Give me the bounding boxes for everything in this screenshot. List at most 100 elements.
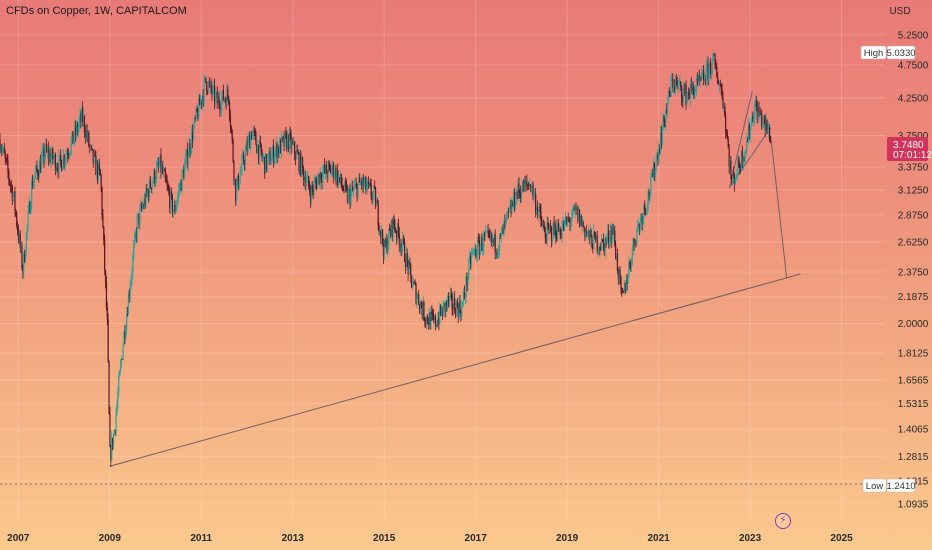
candle-body — [571, 207, 574, 218]
candle-body — [509, 204, 511, 208]
candle-body — [110, 446, 112, 460]
candle-body — [554, 225, 556, 234]
candle-body — [615, 245, 617, 259]
candle-body — [699, 78, 701, 81]
candle-body — [380, 230, 382, 238]
candle-body — [563, 222, 565, 230]
candle-body — [72, 131, 74, 144]
candle-body — [221, 97, 223, 110]
candle-body — [660, 132, 663, 144]
y-tick-label: 2.0000 — [898, 319, 929, 330]
candle-body — [126, 314, 128, 330]
candle-body — [459, 301, 461, 312]
candle-body — [33, 178, 35, 183]
candle-body — [597, 250, 599, 252]
candle-body — [226, 89, 228, 107]
candle-body — [761, 122, 764, 126]
candle-body — [272, 145, 275, 164]
candle-body — [614, 230, 616, 246]
candle-body — [672, 78, 674, 88]
candle-body — [421, 307, 423, 316]
candle-body — [264, 156, 266, 174]
candle-body — [605, 238, 607, 242]
candle-body — [368, 183, 371, 185]
candle-body — [288, 132, 290, 150]
candle-body — [628, 263, 630, 277]
candle-body — [381, 230, 383, 238]
candle-body — [55, 168, 57, 172]
candle-body — [388, 228, 390, 245]
candle-body — [453, 297, 455, 309]
candle-body — [317, 173, 319, 179]
candle-body — [666, 110, 668, 113]
candle-body — [347, 191, 349, 203]
candle-body — [182, 170, 184, 172]
candle-body — [265, 154, 267, 174]
candle-body — [579, 210, 581, 227]
candle-body — [400, 244, 402, 251]
candle-body — [482, 247, 484, 251]
candle-body — [365, 177, 367, 191]
candle-body — [677, 83, 679, 86]
candle-body — [474, 248, 476, 250]
candle-body — [24, 252, 26, 262]
candle-body — [177, 189, 180, 196]
candle-body — [391, 220, 393, 237]
candle-body — [3, 147, 5, 154]
candle-body — [532, 183, 534, 197]
candle-body — [577, 207, 579, 221]
candle-body — [240, 170, 242, 174]
candle-body — [445, 301, 447, 312]
candle-body — [70, 140, 72, 152]
candle-body — [409, 261, 411, 266]
candle-body — [82, 107, 84, 122]
lightning-bolt-icon[interactable]: ⚡ — [775, 513, 791, 529]
candle-body — [637, 224, 639, 230]
candle-body — [432, 313, 434, 316]
candle-body — [674, 85, 676, 90]
candle-body — [414, 282, 416, 285]
candle-body — [747, 124, 750, 142]
candle-body — [95, 155, 97, 175]
candle-body — [243, 162, 246, 165]
candle-body — [81, 107, 83, 122]
candle-body — [192, 131, 194, 141]
candle-body — [46, 143, 48, 151]
candle-body — [681, 86, 683, 99]
candle-body — [767, 130, 769, 132]
candle-body — [265, 154, 268, 170]
candle-body — [196, 108, 198, 112]
candle-body — [528, 184, 531, 187]
candle-body — [495, 252, 497, 254]
candle-body — [499, 234, 502, 236]
candle-body — [411, 286, 414, 288]
candle-body — [316, 181, 318, 189]
candle-body — [359, 177, 361, 183]
candle-body — [443, 302, 445, 304]
candle-body — [352, 189, 355, 191]
candle-body — [23, 252, 25, 273]
candle-body — [399, 244, 401, 247]
candle-body — [285, 133, 287, 135]
candle-body — [140, 205, 142, 209]
candle-body — [170, 191, 172, 209]
candle-body — [452, 308, 454, 309]
candle-body — [574, 207, 576, 211]
candle-body — [260, 143, 262, 153]
y-tick-label: 2.6250 — [898, 238, 929, 249]
candle-body — [622, 292, 625, 293]
candle-body — [151, 183, 153, 190]
candle-body — [250, 134, 253, 139]
candle-body — [66, 153, 68, 155]
candle-body — [194, 117, 196, 119]
candle-body — [553, 222, 555, 234]
candle-body — [53, 154, 56, 159]
candle-body — [675, 80, 677, 82]
candle-body — [762, 117, 765, 123]
candle-body — [506, 210, 509, 215]
candle-body — [177, 195, 179, 203]
candle-body — [423, 301, 425, 320]
candle-body — [134, 233, 137, 236]
candle-body — [623, 282, 626, 293]
